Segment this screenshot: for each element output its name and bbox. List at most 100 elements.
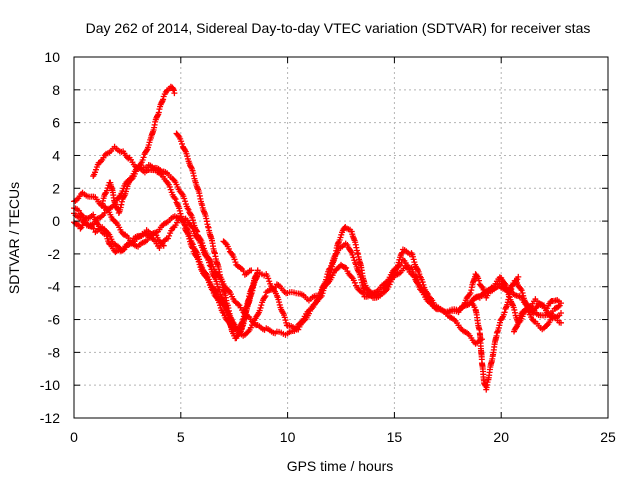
data-point bbox=[257, 304, 264, 311]
data-series bbox=[71, 83, 565, 393]
data-point bbox=[166, 183, 173, 190]
data-point bbox=[235, 301, 242, 308]
data-point bbox=[432, 304, 439, 311]
data-point bbox=[343, 264, 350, 271]
y-tick-label: 0 bbox=[52, 213, 60, 229]
data-point bbox=[248, 267, 255, 274]
grid-lines bbox=[74, 57, 608, 418]
data-point bbox=[177, 210, 184, 217]
y-tick-label: -6 bbox=[48, 312, 61, 328]
y-tick-label: 8 bbox=[52, 82, 60, 98]
data-point bbox=[478, 283, 485, 290]
data-point bbox=[240, 267, 247, 274]
series-track-7 bbox=[220, 238, 255, 278]
data-point bbox=[92, 166, 99, 173]
data-point bbox=[143, 147, 150, 154]
series-track-1 bbox=[71, 189, 565, 339]
data-point bbox=[555, 298, 562, 305]
data-point bbox=[199, 244, 206, 251]
x-axis-label: GPS time / hours bbox=[287, 458, 394, 474]
data-point bbox=[518, 287, 525, 294]
series-track-5 bbox=[98, 83, 178, 216]
data-point bbox=[208, 286, 215, 293]
y-tick-label: -10 bbox=[40, 377, 60, 393]
data-point bbox=[176, 215, 183, 222]
data-point bbox=[254, 267, 261, 274]
data-point bbox=[189, 244, 196, 251]
data-point bbox=[558, 309, 565, 316]
x-tick-label: 20 bbox=[493, 429, 509, 445]
data-point bbox=[186, 235, 193, 242]
data-point bbox=[167, 186, 174, 193]
data-point bbox=[341, 264, 348, 271]
data-point bbox=[205, 259, 212, 266]
x-tick-label: 25 bbox=[600, 429, 616, 445]
data-point bbox=[398, 250, 405, 257]
x-tick-label: 15 bbox=[387, 429, 403, 445]
data-point bbox=[281, 314, 288, 321]
data-point bbox=[511, 306, 518, 313]
data-point bbox=[417, 273, 424, 280]
data-point bbox=[326, 272, 333, 279]
series-track-11 bbox=[511, 297, 562, 335]
data-point bbox=[189, 224, 196, 231]
x-tick-label: 10 bbox=[280, 429, 296, 445]
x-tick-label: 0 bbox=[70, 429, 78, 445]
data-point bbox=[337, 234, 344, 241]
data-point bbox=[179, 140, 186, 147]
data-point bbox=[189, 245, 196, 252]
data-point bbox=[501, 309, 508, 316]
data-point bbox=[203, 273, 210, 280]
data-point bbox=[193, 227, 200, 234]
data-point bbox=[140, 154, 147, 161]
data-point bbox=[231, 256, 238, 263]
plot-frame bbox=[73, 56, 609, 419]
data-point bbox=[82, 219, 89, 226]
y-tick-label: 6 bbox=[52, 115, 60, 131]
data-point bbox=[193, 253, 200, 260]
data-point bbox=[276, 299, 283, 306]
x-tick-label: 5 bbox=[177, 429, 185, 445]
axis-ticks: 0 5 10 15 20 25 -12 -10 -8 -6 -4 -2 0 2 4 6 8 10 bbox=[40, 49, 616, 445]
y-axis-label: SDTVAR / TECUs bbox=[6, 182, 22, 294]
data-point bbox=[160, 242, 167, 249]
data-point bbox=[195, 258, 202, 265]
data-point bbox=[206, 262, 213, 269]
data-point bbox=[228, 250, 235, 257]
data-point bbox=[171, 90, 178, 97]
data-point bbox=[475, 277, 482, 284]
data-point bbox=[420, 281, 427, 288]
data-point bbox=[213, 278, 220, 285]
data-point bbox=[395, 259, 402, 266]
data-point bbox=[558, 319, 565, 326]
data-point bbox=[90, 225, 97, 232]
data-point bbox=[512, 309, 519, 316]
data-point bbox=[261, 294, 268, 301]
y-tick-label: 2 bbox=[52, 180, 60, 196]
series-track-6 bbox=[173, 130, 261, 336]
data-point bbox=[419, 279, 426, 286]
data-point bbox=[410, 256, 417, 263]
series-track-2 bbox=[71, 162, 565, 333]
data-point bbox=[172, 196, 179, 203]
data-point bbox=[460, 302, 467, 309]
data-point bbox=[325, 275, 332, 282]
data-point bbox=[225, 245, 232, 252]
data-point bbox=[181, 195, 188, 202]
data-point bbox=[262, 293, 269, 300]
data-point bbox=[182, 198, 189, 205]
y-tick-label: -2 bbox=[48, 246, 61, 262]
series-track-10 bbox=[455, 271, 565, 333]
data-point bbox=[184, 153, 191, 160]
data-point bbox=[176, 207, 183, 214]
data-point bbox=[266, 278, 273, 285]
data-point bbox=[94, 220, 101, 227]
y-tick-label: -12 bbox=[40, 410, 60, 426]
data-point bbox=[175, 132, 182, 139]
data-point bbox=[112, 219, 119, 226]
data-point bbox=[166, 232, 173, 239]
data-point bbox=[319, 290, 326, 297]
data-point bbox=[216, 299, 223, 306]
data-point bbox=[351, 279, 358, 286]
